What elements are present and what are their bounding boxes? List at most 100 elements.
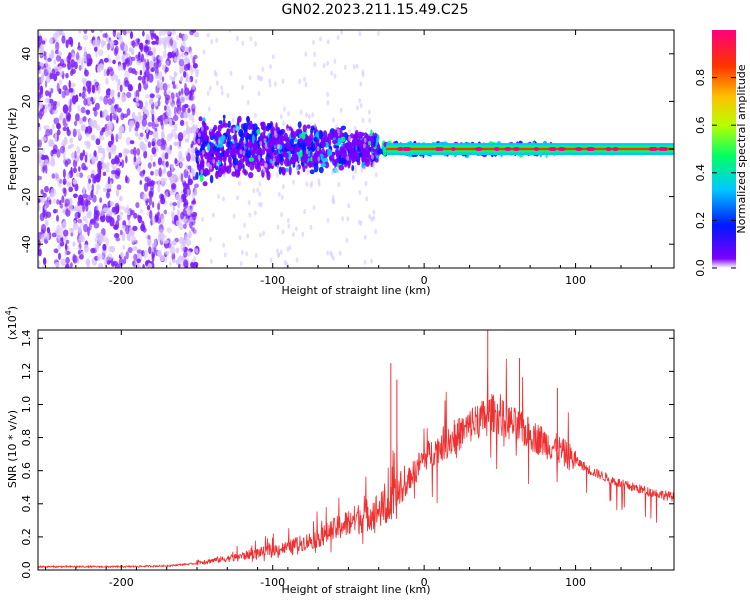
spectral-mark [226,149,230,157]
spectral-mark [100,156,104,164]
spectral-mark [121,93,126,103]
spectral-mark [102,33,107,38]
spectral-mark [84,67,87,75]
spectral-mark [171,189,177,195]
spectral-mark [123,61,127,71]
spectral-mark [40,155,46,160]
spectral-mark [178,32,182,39]
spectral-mark [308,162,312,168]
spectral-mark [179,119,185,126]
spectral-mark [150,109,155,115]
spectral-mark [281,78,285,84]
spectral-mark [59,112,64,120]
spectral-mark [294,146,298,155]
spectral-mark [90,96,94,102]
spectral-mark [169,74,172,80]
spectral-mark [142,113,148,120]
spectral-mark [53,73,58,82]
spectral-mark [285,143,290,149]
spectral-mark [82,203,85,213]
spectral-mark [190,30,197,33]
spectral-mark [232,134,237,140]
spectral-mark [96,204,100,211]
spectral-mark [266,156,271,162]
spectral-mark [80,235,86,243]
spectral-mark [178,154,183,164]
spectral-mark [65,72,69,79]
spectral-mark [148,190,154,197]
spectral-mark [232,127,236,133]
spectral-mark [326,39,330,45]
spectral-mark [58,30,64,35]
spectral-mark [68,186,73,193]
spectral-mark [256,161,261,170]
spectral-mark [63,136,68,145]
spectral-mark [220,85,224,91]
spectral-mark [134,260,137,267]
figure-title: GN02.2023.211.15.49.C25 [281,2,469,18]
spectral-mark [228,30,232,33]
spectral-mark [59,227,64,235]
spectral-mark [329,135,334,141]
spectral-mark [358,152,362,158]
spectral-mark [86,211,92,219]
spectral-mark [189,153,196,161]
spectral-mark [43,54,47,61]
y-tick-label: 0.6 [20,462,33,480]
spectral-mark [309,182,313,188]
y-tick-label: 0.4 [20,495,33,513]
spectral-mark [356,105,359,111]
spectral-mark [102,171,107,176]
spectral-mark [78,65,82,71]
spectral-mark [68,105,72,113]
spectral-mark [134,70,138,76]
x-tick-label: -100 [260,576,285,589]
spectral-mark [217,168,223,178]
spectral-mark [164,250,170,256]
spectral-mark [169,202,173,207]
spectral-mark [92,119,98,129]
spectral-mark [169,245,176,255]
spectral-mark [58,51,63,57]
spectral-mark [243,170,248,176]
spectral-mark [175,247,180,254]
spectral-mark [180,112,185,119]
spectral-mark [209,126,213,132]
spectral-mark [349,155,354,160]
spectral-mark [182,130,187,137]
spectral-mark [39,44,45,54]
spectral-mark [157,202,161,211]
spectral-mark [289,158,295,165]
spectral-mark [276,144,280,150]
x-tick-label: 0 [421,274,428,287]
spectral-mark [295,166,299,172]
snr-y-label: SNR (10 * v/v) [6,410,19,488]
spectral-mark [62,126,67,132]
spectral-mark [92,97,96,102]
spectral-mark [47,102,52,111]
spectral-mark [277,252,280,258]
spectral-mark [61,195,65,204]
spectral-mark [187,133,191,139]
spectral-mark [383,148,387,157]
spectral-mark [218,120,223,125]
spectral-mark [232,157,239,165]
spectral-mark [254,252,258,258]
spectral-mark [121,159,125,169]
spectral-mark [44,209,48,220]
spectral-mark [303,208,307,215]
spectral-mark [122,113,128,119]
x-tick-label: -200 [109,274,134,287]
spectral-mark [105,208,111,217]
spectral-mark [138,51,141,61]
spectral-mark [65,39,69,49]
spectral-mark [201,149,205,155]
spectral-mark [99,130,104,136]
spectral-mark [171,211,175,219]
spectral-mark [167,83,171,89]
spectral-mark [73,61,78,70]
spectral-mark [230,143,236,149]
spectral-mark [99,210,104,217]
spectral-mark [106,42,111,51]
